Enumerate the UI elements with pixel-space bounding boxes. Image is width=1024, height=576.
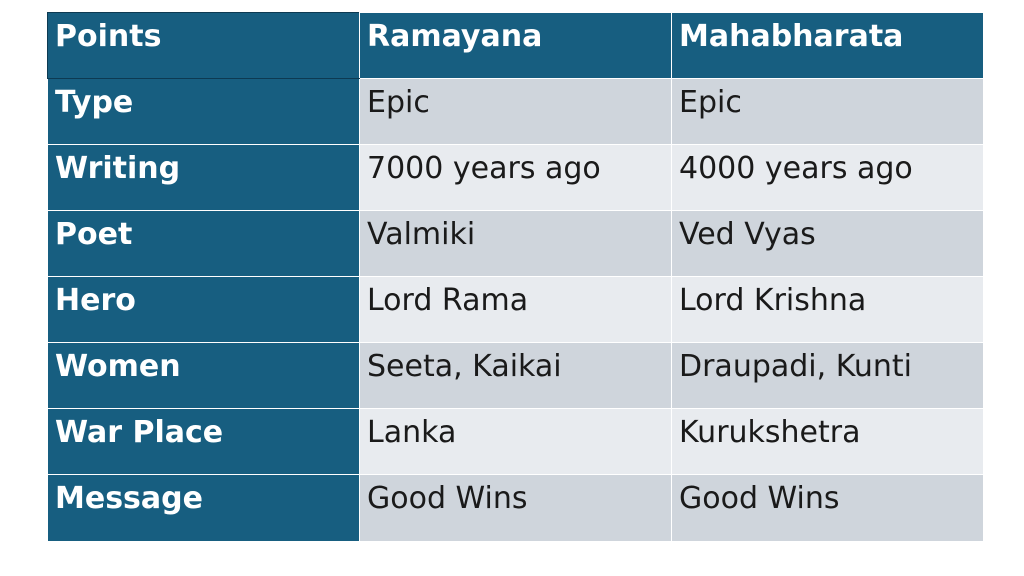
cell-mahabharata: Ved Vyas	[671, 210, 984, 277]
comparison-table: Points Ramayana Mahabharata Type Epic Ep…	[47, 12, 984, 542]
cell-ramayana: Lord Rama	[359, 276, 672, 343]
table-row: Poet Valmiki Ved Vyas	[47, 210, 984, 277]
header-row: Points Ramayana Mahabharata	[47, 12, 984, 79]
row-label: Message	[47, 474, 360, 542]
table-row: Type Epic Epic	[47, 78, 984, 145]
cell-mahabharata: Lord Krishna	[671, 276, 984, 343]
cell-mahabharata: Kurukshetra	[671, 408, 984, 475]
cell-mahabharata: Epic	[671, 78, 984, 145]
cell-ramayana: 7000 years ago	[359, 144, 672, 211]
row-label: Writing	[47, 144, 360, 211]
row-label: Type	[47, 78, 360, 145]
table-row: Hero Lord Rama Lord Krishna	[47, 276, 984, 343]
header-points: Points	[47, 12, 360, 79]
cell-mahabharata: Draupadi, Kunti	[671, 342, 984, 409]
row-label: Hero	[47, 276, 360, 343]
header-ramayana: Ramayana	[359, 12, 672, 79]
table-row: Writing 7000 years ago 4000 years ago	[47, 144, 984, 211]
table-row: Message Good Wins Good Wins	[47, 474, 984, 542]
cell-ramayana: Good Wins	[359, 474, 672, 542]
cell-ramayana: Seeta, Kaikai	[359, 342, 672, 409]
row-label: War Place	[47, 408, 360, 475]
cell-ramayana: Epic	[359, 78, 672, 145]
cell-mahabharata: Good Wins	[671, 474, 984, 542]
table-row: War Place Lanka Kurukshetra	[47, 408, 984, 475]
cell-ramayana: Valmiki	[359, 210, 672, 277]
header-mahabharata: Mahabharata	[671, 12, 984, 79]
row-label: Poet	[47, 210, 360, 277]
table-row: Women Seeta, Kaikai Draupadi, Kunti	[47, 342, 984, 409]
cell-ramayana: Lanka	[359, 408, 672, 475]
row-label: Women	[47, 342, 360, 409]
cell-mahabharata: 4000 years ago	[671, 144, 984, 211]
